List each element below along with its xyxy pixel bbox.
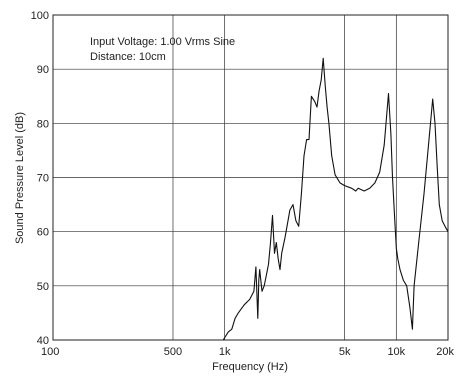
x-tick-label-1k: 1k (219, 346, 231, 358)
x-tick-label-20k: 20k (436, 346, 454, 358)
x-tick-label-100: 100 (41, 346, 59, 358)
x-tick-label-10k: 10k (387, 346, 405, 358)
series-layer (53, 57, 449, 341)
x-tick-label-5k: 5k (339, 346, 351, 358)
tick-labels: 40 50 60 70 80 90 100 100 500 1k 5k 10k 20k (31, 10, 455, 358)
y-tick-label-90: 90 (37, 64, 49, 76)
response-curve-line (53, 57, 449, 341)
x-tick-label-500: 500 (164, 346, 182, 358)
y-tick-label-60: 60 (37, 227, 49, 239)
y-tick-label-40: 40 (37, 335, 49, 347)
y-axis-label: Sound Pressure Level (dB) (14, 112, 26, 244)
y-tick-label-100: 100 (31, 10, 49, 22)
y-tick-label-80: 80 (37, 118, 49, 130)
grid (52, 14, 449, 341)
annotation-distance: Distance: 10cm (90, 51, 166, 63)
x-axis-label: Frequency (Hz) (212, 361, 288, 373)
y-tick-label-70: 70 (37, 173, 49, 185)
annotation-input-voltage: Input Voltage: 1.00 Vrms Sine (90, 36, 235, 48)
y-tick-label-50: 50 (37, 281, 49, 293)
plot-frame (52, 14, 449, 341)
